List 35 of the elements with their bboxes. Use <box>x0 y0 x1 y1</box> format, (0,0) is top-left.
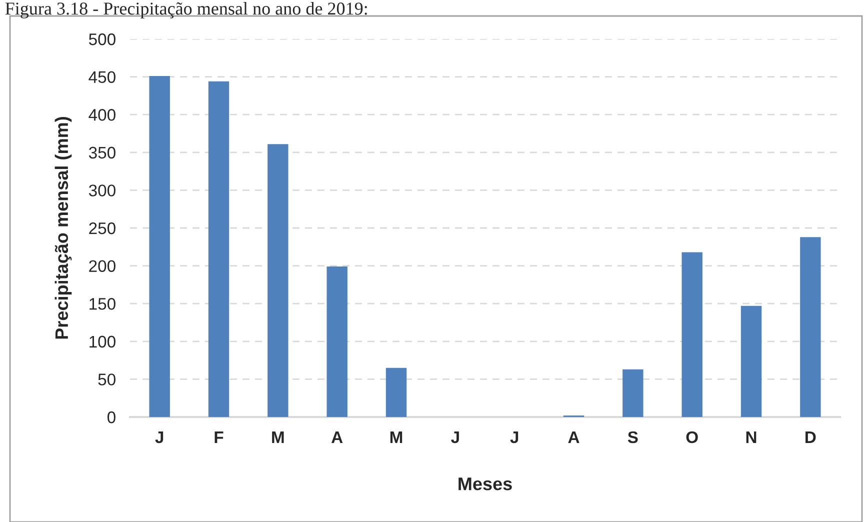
bar <box>208 81 230 417</box>
x-tick-label: A <box>568 432 580 443</box>
y-tick-label: 50 <box>98 374 116 386</box>
x-tick-label: M <box>272 432 284 443</box>
y-tick-label: 500 <box>88 33 116 46</box>
y-tick-label: 450 <box>88 71 116 84</box>
bar <box>682 252 702 417</box>
bar <box>622 369 644 417</box>
bar <box>740 306 762 417</box>
x-tick-label: N <box>746 432 756 443</box>
y-tick-label: 100 <box>90 336 116 348</box>
x-tick-label: J <box>510 432 518 444</box>
x-tick-label: D <box>806 432 816 443</box>
y-axis-title: Precipitação mensal (mm) <box>54 117 72 339</box>
chart-title: Figura 3.18 - Precipitação mensal no ano de 2019: <box>5 2 367 18</box>
x-tick-label: F <box>214 432 224 443</box>
y-tick-label: 300 <box>88 184 116 196</box>
bar <box>149 76 170 417</box>
bar <box>326 266 348 417</box>
x-tick-label: M <box>390 432 402 443</box>
y-tick-label: 150 <box>90 298 116 310</box>
bar <box>800 237 821 417</box>
x-tick-label: S <box>628 431 638 444</box>
x-tick-label: J <box>451 432 459 444</box>
bar <box>386 368 407 417</box>
x-tick-label: J <box>155 432 164 444</box>
x-tick-label: O <box>686 431 698 444</box>
y-tick-label: 250 <box>89 222 116 234</box>
y-tick-label: 200 <box>89 260 116 272</box>
y-tick-label: 400 <box>88 109 116 121</box>
x-tick-label: A <box>331 432 343 443</box>
y-tick-label: 0 <box>107 411 116 424</box>
x-axis-title: Meses <box>458 478 512 490</box>
y-tick-label: 350 <box>88 146 116 159</box>
bar <box>268 144 288 417</box>
